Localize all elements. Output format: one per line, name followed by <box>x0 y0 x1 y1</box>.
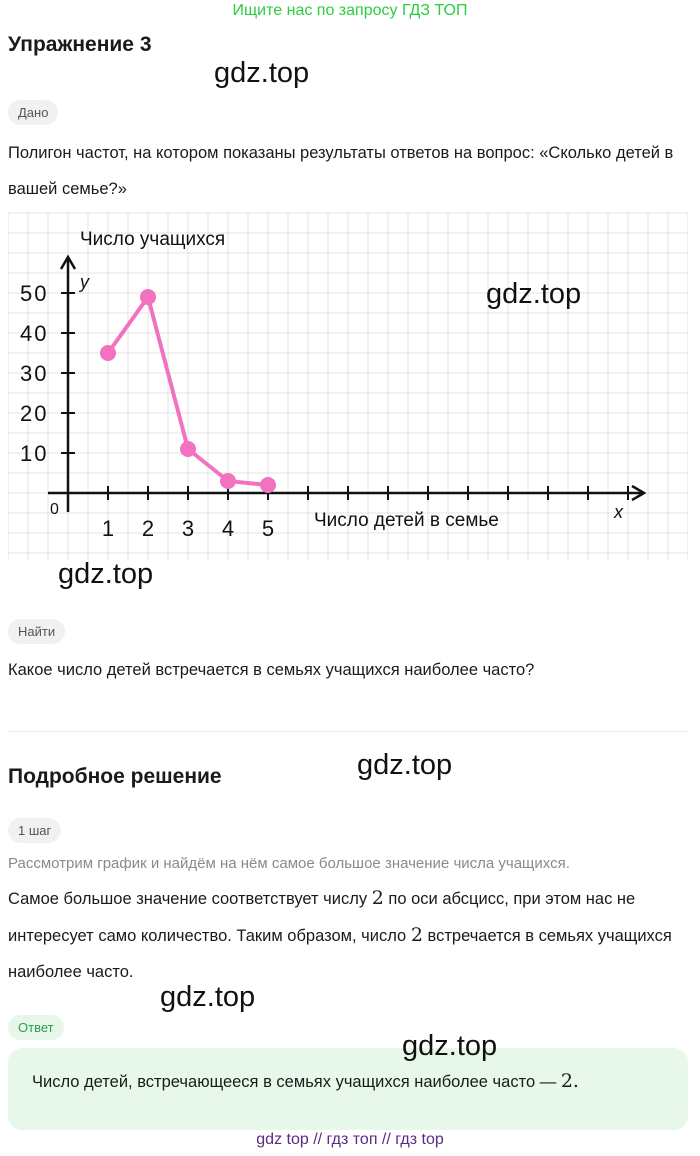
x-tick-label: 1 <box>102 516 114 541</box>
step-section: 1 шаг <box>8 818 62 843</box>
watermark: gdz.top <box>214 57 310 89</box>
x-axis-letter: x <box>613 502 624 522</box>
watermark: gdz.top <box>402 1030 498 1062</box>
step-text-part-1: Самое большое значение соответствует чис… <box>8 890 368 908</box>
origin-label: 0 <box>50 501 59 518</box>
watermark: gdz.top <box>486 278 582 310</box>
x-axis-arrow <box>631 484 647 502</box>
x-tick-label: 3 <box>182 516 194 541</box>
given-chip: Дано <box>8 100 59 125</box>
given-text: Полигон частот, на котором показаны резу… <box>8 144 674 198</box>
step-text: Самое большое значение соответствует чис… <box>8 880 692 990</box>
x-tick-label: 5 <box>262 516 274 541</box>
step-text-part-2: по оси абсцисс, при этом нас не интересу… <box>8 890 636 945</box>
y-tick-label: 40 <box>20 321 48 346</box>
math-number: 2 <box>371 887 384 909</box>
step-hint: Рассмотрим график и найдём на нём самое … <box>8 855 570 872</box>
answer-section: Ответ <box>8 1015 64 1040</box>
watermark: gdz.top <box>58 558 154 590</box>
answer-chip: Ответ <box>8 1015 64 1040</box>
answer-text: Число детей, встречающееся в семьях учащ… <box>32 1070 579 1092</box>
frequency-polygon-chart: 10 20 30 40 50 1 2 3 4 5 0 y x Число учащихся Число де… <box>7 212 689 560</box>
y-tick-label: 20 <box>20 401 48 426</box>
footer-links: gdz top // гдз топ // гдз top <box>256 1131 444 1148</box>
answer-text-body: Число детей, встречающееся в семьях учащ… <box>32 1073 557 1091</box>
find-chip: Найти <box>8 619 66 644</box>
search-hint-banner: Ищите нас по запросу ГДЗ ТОП <box>232 2 468 19</box>
answer-box: Число детей, встречающееся в семьях учащ… <box>8 1048 688 1130</box>
watermark: gdz.top <box>357 749 453 781</box>
y-tick-label: 10 <box>20 441 48 466</box>
find-text: Какое число детей встречается в семьях у… <box>8 661 535 679</box>
exercise-title: Упражнение 3 <box>8 33 152 56</box>
y-axis-letter: y <box>78 272 90 292</box>
step-text-part-3: встречается в семьях учащихся наиболее ч… <box>8 927 672 981</box>
find-section: Найти <box>8 619 66 644</box>
y-tick-label: 30 <box>20 361 48 386</box>
y-axis-arrow <box>59 254 77 270</box>
data-point <box>220 473 236 489</box>
x-tick-label: 4 <box>222 516 234 541</box>
solution-title: Подробное решение <box>8 765 222 788</box>
data-point <box>180 441 196 457</box>
x-axis-title: Число детей в семье <box>314 510 499 531</box>
chart-title: Число учащихся <box>80 229 225 250</box>
math-number: 2 <box>410 924 423 946</box>
data-point <box>140 289 156 305</box>
section-divider <box>8 731 688 732</box>
data-point <box>100 345 116 361</box>
data-point <box>260 477 276 493</box>
answer-value: 2. <box>560 1070 579 1092</box>
y-tick-label: 50 <box>20 281 48 306</box>
step-chip: 1 шаг <box>8 818 62 843</box>
x-tick-label: 2 <box>142 516 154 541</box>
watermark: gdz.top <box>160 981 256 1013</box>
given-section: Дано <box>8 100 59 125</box>
